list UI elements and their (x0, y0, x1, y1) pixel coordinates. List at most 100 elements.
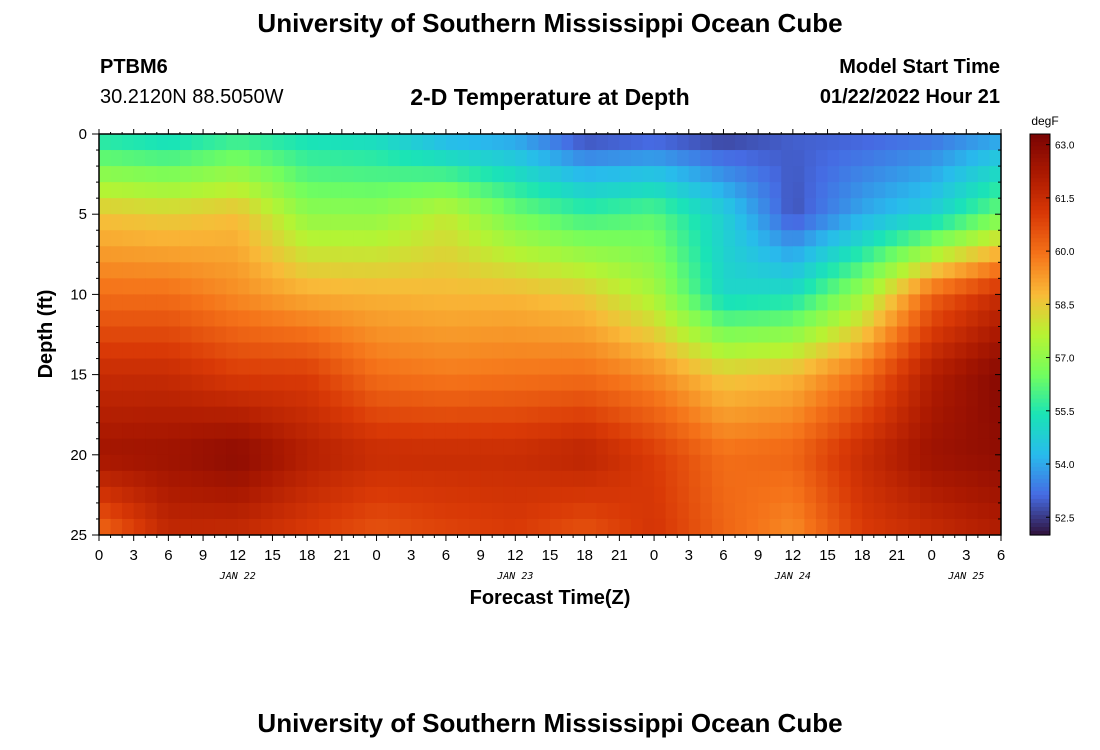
heatmap-cell (318, 198, 331, 215)
colorbar-swatch (1030, 458, 1050, 464)
heatmap-cell (873, 438, 886, 456)
heatmap-cell (353, 166, 366, 183)
heatmap-cell (723, 358, 736, 376)
heatmap-cell (330, 150, 343, 167)
heatmap-cell (99, 150, 112, 167)
heatmap-cell (480, 422, 493, 440)
heatmap-cell (862, 358, 875, 376)
heatmap-cell (122, 278, 135, 295)
heatmap-cell (723, 438, 736, 456)
heatmap-cell (260, 358, 274, 376)
heatmap-cell (665, 438, 678, 456)
heatmap-cell (526, 150, 540, 167)
heatmap-cell (989, 470, 1001, 488)
heatmap-cell (272, 166, 285, 183)
heatmap-cell (399, 182, 412, 199)
heatmap-cell (260, 182, 274, 199)
heatmap-cell (607, 438, 620, 456)
heatmap-cell (596, 166, 609, 183)
heatmap-cell (260, 470, 274, 488)
heatmap-cell (399, 262, 412, 279)
heatmap-cell (422, 358, 435, 376)
heatmap-cell (191, 182, 204, 199)
heatmap-cell (191, 326, 204, 344)
heatmap-cell (388, 134, 401, 151)
heatmap-cell (191, 166, 204, 183)
heatmap-cell (850, 294, 863, 312)
heatmap-cell (353, 438, 366, 456)
heatmap-cell (295, 454, 308, 472)
heatmap-cell (781, 342, 794, 360)
colorbar-swatch (1030, 242, 1050, 247)
heatmap-cell (584, 326, 597, 344)
heatmap-cell (862, 438, 875, 456)
heatmap-cell (723, 182, 736, 199)
heatmap-cell (550, 198, 563, 215)
heatmap-cell (434, 246, 447, 263)
heatmap-cell (492, 390, 505, 408)
heatmap-cell (457, 374, 470, 392)
heatmap-cell (353, 198, 366, 215)
heatmap-cell (792, 134, 806, 151)
heatmap-cell (179, 422, 193, 440)
heatmap-cell (943, 262, 956, 279)
heatmap-cell (630, 502, 644, 520)
heatmap-cell (492, 406, 505, 424)
heatmap-cell (596, 358, 609, 376)
heatmap-cell (376, 358, 389, 376)
heatmap-cell (827, 518, 840, 535)
heatmap-cell (943, 454, 956, 472)
heatmap-cell (203, 214, 216, 231)
heatmap-cell (168, 230, 181, 247)
heatmap-cell (908, 470, 921, 488)
heatmap-cell (573, 438, 586, 456)
heatmap-cell (353, 358, 366, 376)
heatmap-cell (815, 246, 829, 263)
heatmap-cell (792, 278, 806, 295)
heatmap-cell (272, 406, 285, 424)
heatmap-cell (873, 518, 886, 535)
heatmap-cell (249, 422, 262, 440)
heatmap-cell (156, 134, 169, 151)
heatmap-cell (815, 518, 829, 535)
heatmap-cell (503, 326, 516, 344)
heatmap-cell (503, 454, 516, 472)
heatmap-cell (769, 374, 782, 392)
heatmap-cell (515, 262, 528, 279)
heatmap-cell (839, 310, 852, 328)
heatmap-cell (515, 438, 528, 456)
heatmap-cell (769, 342, 782, 360)
heatmap-cell (364, 246, 378, 263)
heatmap-cell (434, 262, 447, 279)
heatmap-cell (943, 342, 956, 360)
heatmap-cell (862, 166, 875, 183)
heatmap-cell (619, 422, 632, 440)
heatmap-cell (214, 502, 227, 520)
heatmap-cell (758, 310, 771, 328)
heatmap-cell (492, 454, 505, 472)
heatmap-cell (445, 278, 459, 295)
heatmap-cell (781, 438, 794, 456)
heatmap-cell (399, 134, 412, 151)
heatmap-cell (353, 486, 366, 504)
heatmap-cell (723, 230, 736, 247)
heatmap-cell (237, 326, 250, 344)
heatmap-cell (781, 262, 794, 279)
heatmap-cell (226, 278, 239, 295)
heatmap-cell (445, 518, 459, 535)
heatmap-cell (376, 486, 389, 504)
heatmap-cell (862, 182, 875, 199)
heatmap-cell (99, 182, 112, 199)
heatmap-cell (677, 182, 690, 199)
heatmap-cell (307, 438, 320, 456)
heatmap-cell (480, 518, 493, 535)
colorbar-frame (1029, 133, 1051, 536)
heatmap-cell (908, 134, 921, 151)
heatmap-cell (434, 454, 447, 472)
heatmap-cell (896, 454, 910, 472)
heatmap-cell (179, 470, 193, 488)
heatmap-cell (284, 214, 297, 231)
heatmap-cell (839, 262, 852, 279)
heatmap-cell (122, 182, 135, 199)
heatmap-cell (550, 342, 563, 360)
